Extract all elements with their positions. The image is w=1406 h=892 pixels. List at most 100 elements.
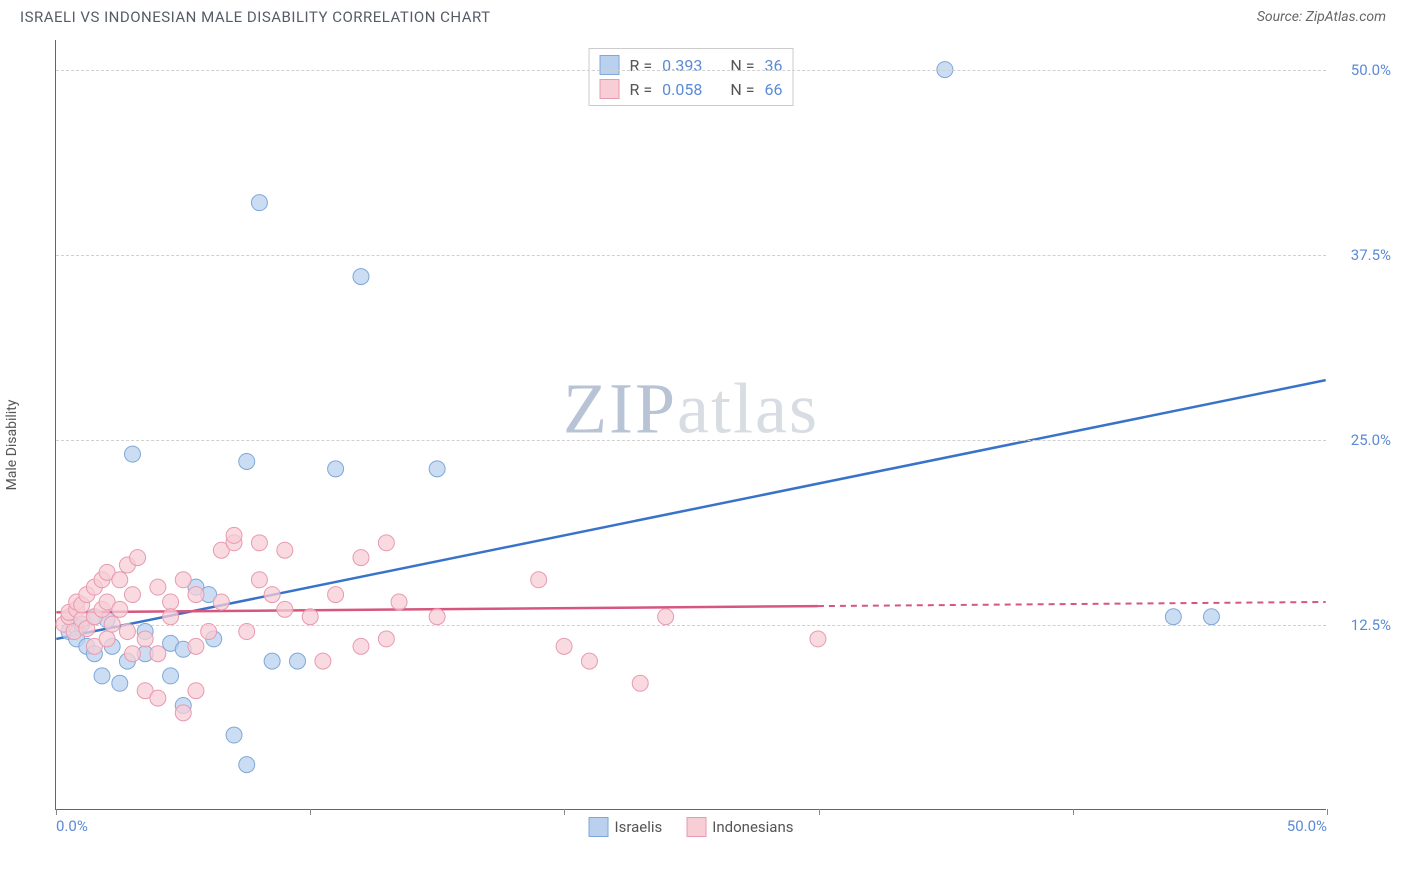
data-point	[213, 594, 229, 610]
data-point	[124, 646, 140, 662]
data-point	[239, 453, 255, 469]
gridline	[56, 70, 1326, 71]
data-point	[1203, 609, 1219, 625]
data-point	[150, 690, 166, 706]
data-point	[531, 572, 547, 588]
legend-swatch	[600, 55, 620, 75]
data-point	[378, 631, 394, 647]
data-point	[163, 609, 179, 625]
data-point	[429, 461, 445, 477]
data-point	[251, 535, 267, 551]
data-point	[581, 653, 597, 669]
chart-svg	[56, 40, 1326, 809]
legend-r-value: 0.393	[662, 56, 702, 75]
plot-area: ZIPatlas R =0.393N =36R =0.058N =66 Isra…	[55, 40, 1326, 810]
y-tick-label: 50.0%	[1351, 61, 1391, 79]
data-point	[290, 653, 306, 669]
data-point	[137, 631, 153, 647]
series-legend-label: Israelis	[615, 818, 663, 836]
series-legend-item: Indonesians	[686, 817, 793, 837]
data-point	[130, 550, 146, 566]
legend-r-label: R =	[630, 80, 653, 99]
data-point	[328, 587, 344, 603]
stats-legend-row: R = 0.058 N = 66	[600, 77, 783, 101]
legend-n-value: 66	[764, 80, 782, 99]
data-point	[264, 653, 280, 669]
x-tick	[564, 809, 565, 815]
data-point	[124, 446, 140, 462]
data-point	[188, 587, 204, 603]
data-point	[150, 646, 166, 662]
data-point	[353, 550, 369, 566]
data-point	[264, 587, 280, 603]
data-point	[99, 631, 115, 647]
y-tick-label: 25.0%	[1351, 431, 1391, 449]
data-point	[378, 535, 394, 551]
data-point	[632, 675, 648, 691]
legend-swatch	[686, 817, 706, 837]
data-point	[302, 609, 318, 625]
stats-legend: R = 0.393 N = 36 R = 0.058 N = 66	[589, 48, 794, 106]
data-point	[556, 638, 572, 654]
data-point	[391, 594, 407, 610]
x-tick	[1073, 809, 1074, 815]
data-point	[112, 601, 128, 617]
x-tick	[310, 809, 311, 815]
data-point	[175, 705, 191, 721]
series-legend: Israelis Indonesians	[589, 817, 794, 837]
data-point	[112, 675, 128, 691]
data-point	[1165, 609, 1181, 625]
data-point	[277, 601, 293, 617]
trend-line-dashed	[818, 602, 1326, 606]
header: ISRAELI VS INDONESIAN MALE DISABILITY CO…	[0, 0, 1406, 30]
data-point	[239, 624, 255, 640]
chart-title: ISRAELI VS INDONESIAN MALE DISABILITY CO…	[20, 8, 491, 26]
data-point	[112, 572, 128, 588]
data-point	[188, 683, 204, 699]
data-point	[94, 668, 110, 684]
legend-n-value: 36	[764, 56, 782, 75]
data-point	[251, 195, 267, 211]
source-attribution: Source: ZipAtlas.com	[1257, 9, 1386, 25]
x-tick	[1327, 809, 1328, 815]
data-point	[277, 542, 293, 558]
y-axis-label: Male Disability	[4, 400, 20, 491]
x-tick-label: 50.0%	[1287, 817, 1327, 835]
data-point	[201, 624, 217, 640]
legend-r-value: 0.058	[662, 80, 702, 99]
legend-swatch	[589, 817, 609, 837]
data-point	[429, 609, 445, 625]
data-point	[658, 609, 674, 625]
x-tick-label: 0.0%	[56, 817, 88, 835]
gridline	[56, 625, 1326, 626]
data-point	[353, 638, 369, 654]
gridline	[56, 440, 1326, 441]
data-point	[315, 653, 331, 669]
data-point	[239, 757, 255, 773]
legend-swatch	[600, 79, 620, 99]
data-point	[124, 587, 140, 603]
legend-n-label: N =	[730, 56, 754, 75]
gridline	[56, 255, 1326, 256]
legend-r-label: R =	[630, 56, 653, 75]
data-point	[188, 638, 204, 654]
data-point	[226, 727, 242, 743]
y-tick-label: 12.5%	[1351, 616, 1391, 634]
legend-n-label: N =	[730, 80, 754, 99]
data-point	[119, 624, 135, 640]
y-tick-label: 37.5%	[1351, 246, 1391, 264]
stats-legend-row: R = 0.393 N = 36	[600, 53, 783, 77]
data-point	[226, 527, 242, 543]
data-point	[163, 594, 179, 610]
series-legend-item: Israelis	[589, 817, 663, 837]
data-point	[810, 631, 826, 647]
data-point	[163, 668, 179, 684]
series-legend-label: Indonesians	[712, 818, 793, 836]
x-tick	[56, 809, 57, 815]
plot-container: Male Disability ZIPatlas R =0.393N =36R …	[0, 30, 1406, 860]
data-point	[251, 572, 267, 588]
data-point	[150, 579, 166, 595]
data-point	[353, 269, 369, 285]
data-point	[175, 572, 191, 588]
x-tick	[819, 809, 820, 815]
